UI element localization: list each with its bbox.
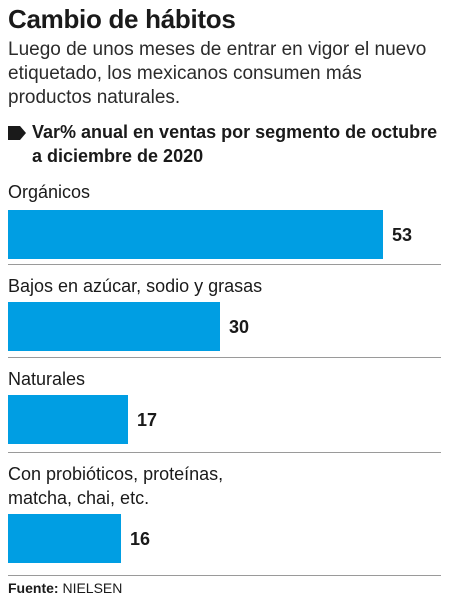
category-label: Naturales [8, 369, 86, 389]
row-separator [8, 264, 441, 265]
bar [8, 395, 128, 444]
measure-note: Var% anual en ventas por segmento de oct… [8, 120, 438, 168]
category-label: Bajos en azúcar, sodio y grasas [8, 276, 263, 296]
chart-title: Cambio de hábitos [8, 4, 236, 34]
row-separator [8, 357, 441, 358]
bar [8, 210, 383, 259]
value-label: 17 [137, 410, 158, 430]
chart-subtitle: Luego de unos meses de entrar en vigor e… [8, 39, 427, 108]
source-note: Fuente: NIELSEN [8, 580, 122, 596]
source-label: Fuente: [8, 580, 59, 596]
value-label: 16 [130, 529, 151, 549]
value-label: 30 [229, 317, 250, 337]
value-label: 53 [392, 225, 413, 245]
bar [8, 514, 121, 563]
bar [8, 302, 220, 351]
category-label: Orgánicos [8, 182, 91, 202]
measure-text: Var% anual en ventas por segmento de oct… [32, 122, 438, 166]
tag-marker-icon [8, 126, 26, 140]
category-label: Con probióticos, proteínas, matcha, chai… [8, 464, 224, 508]
row-separator [8, 575, 441, 576]
source-name: NIELSEN [62, 580, 123, 596]
row-separator [8, 452, 441, 453]
